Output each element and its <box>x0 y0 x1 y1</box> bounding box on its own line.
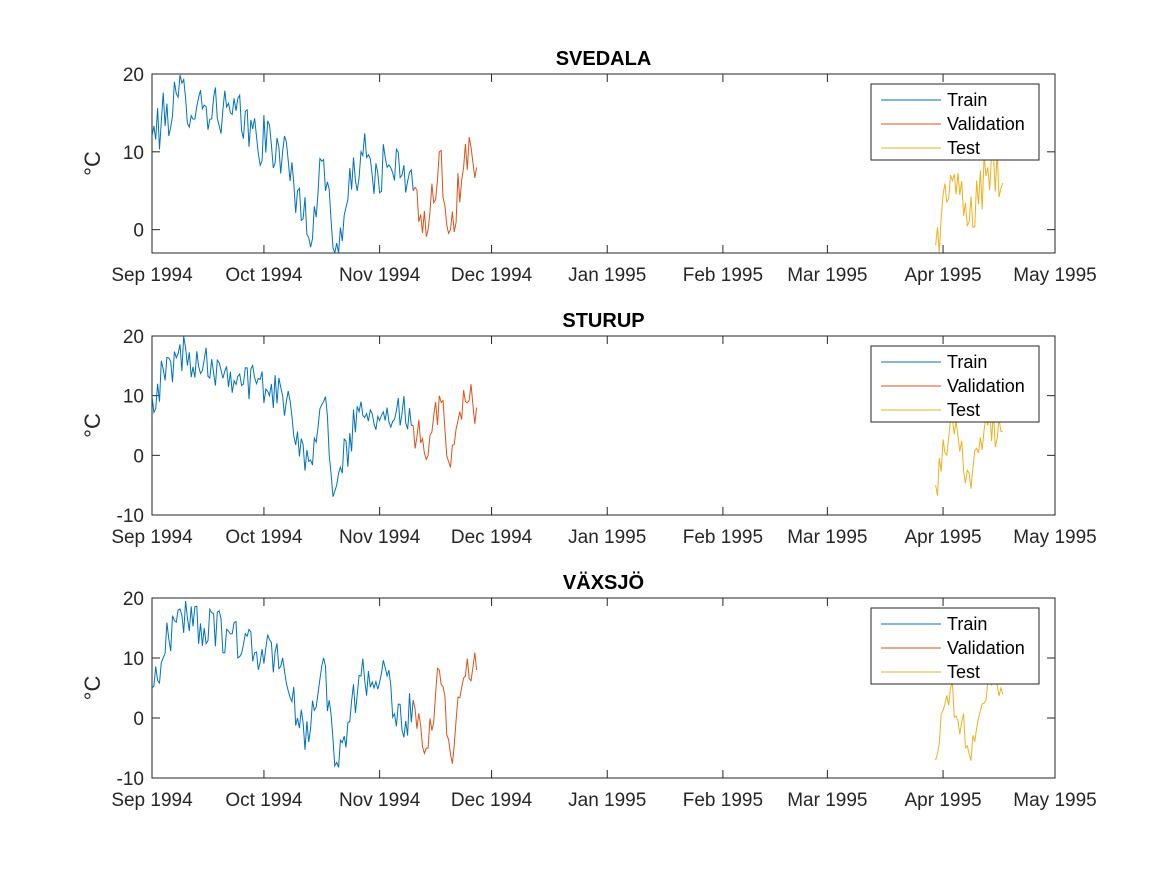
y-axis-label: °C <box>80 151 105 176</box>
legend-label: Validation <box>947 638 1025 658</box>
x-tick-label: Apr 1995 <box>904 790 981 811</box>
x-tick-label: May 1995 <box>1013 790 1096 811</box>
legend-label: Train <box>947 352 987 372</box>
x-tick-label: Nov 1994 <box>339 527 421 548</box>
x-tick-label: Oct 1994 <box>225 265 303 286</box>
y-tick-label: 10 <box>123 387 144 408</box>
x-tick-label: Mar 1995 <box>787 790 867 811</box>
x-tick-label: Apr 1995 <box>904 527 981 548</box>
x-tick-label: Dec 1994 <box>451 265 533 286</box>
legend: Train Validation Test <box>870 83 1040 161</box>
x-tick-label: Feb 1995 <box>683 265 763 286</box>
legend-label: Validation <box>947 114 1025 134</box>
y-tick-label: -10 <box>117 506 144 527</box>
x-tick-label: Jan 1995 <box>568 790 646 811</box>
y-tick-label: 10 <box>123 649 144 670</box>
y-tick-label: 20 <box>123 589 144 610</box>
legend-label: Train <box>947 614 987 634</box>
legend-box <box>870 83 1040 161</box>
x-tick-label: Jan 1995 <box>568 265 646 286</box>
y-tick-label: 0 <box>133 446 144 467</box>
y-axis-label: °C <box>80 676 105 701</box>
series-line-validation <box>412 137 478 238</box>
series-line-train <box>152 74 414 253</box>
x-tick-label: Dec 1994 <box>451 527 533 548</box>
subplot-title: VÄXSJÖ <box>563 571 644 594</box>
x-tick-label: Nov 1994 <box>339 790 421 811</box>
y-tick-label: 0 <box>133 221 144 242</box>
y-tick-label: 20 <box>123 327 144 348</box>
y-axis-label: °C <box>80 413 105 438</box>
x-tick-label: Mar 1995 <box>787 265 867 286</box>
legend-label: Train <box>947 90 987 110</box>
legend-label: Test <box>947 662 980 682</box>
x-tick-label: Sep 1994 <box>111 265 193 286</box>
legend-box <box>870 607 1040 685</box>
x-tick-label: Sep 1994 <box>111 527 193 548</box>
series-line-validation <box>412 652 478 764</box>
x-tick-label: Dec 1994 <box>451 790 533 811</box>
series-line-test <box>935 408 1003 496</box>
legend: Train Validation Test <box>870 607 1040 685</box>
legend-label: Validation <box>947 376 1025 396</box>
x-tick-label: May 1995 <box>1013 265 1096 286</box>
subplot-title: SVEDALA <box>556 48 652 70</box>
x-tick-label: Oct 1994 <box>225 527 303 548</box>
series-line-test <box>935 666 1004 761</box>
legend: Train Validation Test <box>870 345 1040 423</box>
y-tick-label: 20 <box>123 65 144 86</box>
x-tick-label: Oct 1994 <box>225 790 303 811</box>
legend-box <box>870 345 1040 423</box>
y-tick-label: 0 <box>133 709 144 730</box>
legend-label: Test <box>947 138 980 158</box>
subplot-title: STURUP <box>562 310 644 332</box>
series-line-train <box>152 600 414 768</box>
x-tick-label: Feb 1995 <box>683 527 763 548</box>
x-tick-label: Sep 1994 <box>111 790 193 811</box>
x-tick-label: Feb 1995 <box>683 790 763 811</box>
x-tick-label: Nov 1994 <box>339 265 421 286</box>
subplot-1: SVEDALA °C 0 10 20 Sep 1994 Oct 1994 Nov 1994 De… <box>80 48 1097 286</box>
subplot-2: STURUP °C -10 0 10 20 Sep 1994 Oct 1994 Nov 1994… <box>80 310 1097 548</box>
y-tick-label: -10 <box>117 769 144 790</box>
series-line-validation <box>412 384 478 468</box>
y-tick-label: 10 <box>123 143 144 164</box>
series-line-train <box>152 336 414 497</box>
x-tick-label: Apr 1995 <box>904 265 981 286</box>
x-tick-label: Jan 1995 <box>568 527 646 548</box>
legend-label: Test <box>947 400 980 420</box>
x-tick-label: May 1995 <box>1013 527 1096 548</box>
subplot-3: VÄXSJÖ °C -10 0 10 20 Sep 1994 Oct 1994 Nov 1994… <box>80 571 1097 811</box>
x-tick-label: Mar 1995 <box>787 527 867 548</box>
